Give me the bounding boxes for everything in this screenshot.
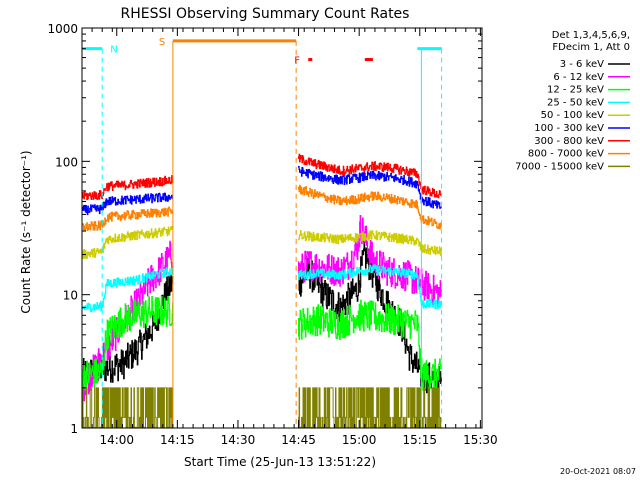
plot-area: N S F bbox=[81, 37, 443, 428]
legend-header-0: Det 1,3,4,5,6,9, bbox=[552, 30, 630, 41]
legend-label-2: 12 - 25 keV bbox=[547, 85, 604, 96]
y-tick-label-2: 100 bbox=[55, 155, 78, 169]
x-tick-label-2: 14:30 bbox=[221, 433, 256, 447]
y-tick-label-3: 1000 bbox=[47, 22, 78, 36]
series-line-8-segment-0 bbox=[82, 387, 174, 428]
x-axis-label: Start Time (25-Jun-13 13:51:22) bbox=[184, 455, 376, 469]
series-line-5-segment-0 bbox=[81, 192, 173, 216]
footer-timestamp: 20-Oct-2021 08:07 bbox=[560, 467, 636, 476]
legend-label-4: 50 - 100 keV bbox=[541, 110, 605, 121]
y-tick-label-1: 10 bbox=[63, 289, 78, 303]
series-line-8-segment-1 bbox=[298, 387, 442, 428]
legend-label-1: 6 - 12 keV bbox=[553, 72, 604, 83]
series-line-2-segment-1 bbox=[298, 299, 442, 391]
x-tick-label-6: 15:30 bbox=[463, 433, 498, 447]
series-line-7-segment-1 bbox=[298, 184, 442, 230]
legend-label-0: 3 - 6 keV bbox=[560, 59, 604, 70]
series-line-4-segment-0 bbox=[81, 226, 174, 259]
x-tick-label-1: 14:15 bbox=[160, 433, 195, 447]
y-axis-label: Count Rate (s⁻¹ detector⁻¹) bbox=[19, 150, 33, 313]
annotation-label-1: S bbox=[159, 37, 165, 48]
legend-header-1: FDecim 1, Att 0 bbox=[552, 42, 630, 53]
legend-label-5: 100 - 300 keV bbox=[534, 123, 604, 134]
legend-label-6: 300 - 800 keV bbox=[534, 136, 604, 147]
series-line-6-segment-1 bbox=[298, 153, 442, 199]
legend-label-8: 7000 - 15000 keV bbox=[515, 161, 604, 172]
legend-label-7: 800 - 7000 keV bbox=[528, 149, 604, 160]
plot-frame bbox=[81, 27, 483, 429]
series-line-3-segment-1 bbox=[298, 264, 442, 310]
annotation-label-2: F bbox=[294, 56, 300, 67]
series-line-7-segment-0 bbox=[81, 206, 174, 231]
x-tick-label-3: 14:45 bbox=[281, 433, 316, 447]
x-tick-label-5: 15:15 bbox=[402, 433, 437, 447]
series-line-2-segment-0 bbox=[81, 295, 174, 391]
chart-title: RHESSI Observing Summary Count Rates bbox=[121, 6, 410, 22]
series-line-5-segment-1 bbox=[298, 166, 442, 209]
series-line-4-segment-1 bbox=[298, 230, 442, 257]
axes: 14:00 14:15 14:30 14:45 15:00 15:15 15:30 1 10 10… bbox=[47, 22, 497, 447]
y-tick-label-0: 1 bbox=[70, 422, 78, 436]
series-line-3-segment-0 bbox=[81, 267, 174, 313]
legend-label-3: 25 - 50 keV bbox=[547, 97, 604, 108]
x-tick-label-0: 14:00 bbox=[99, 433, 134, 447]
annotation-label-0: N bbox=[110, 45, 117, 56]
series-line-6-segment-0 bbox=[81, 175, 174, 201]
legend: Det 1,3,4,5,6,9,FDecim 1, Att 0 3 - 6 keV… bbox=[515, 30, 630, 172]
x-tick-label-4: 15:00 bbox=[342, 433, 377, 447]
